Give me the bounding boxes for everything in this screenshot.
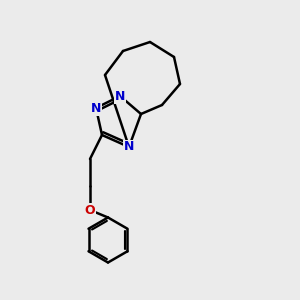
Text: N: N	[115, 89, 125, 103]
Text: N: N	[91, 101, 101, 115]
Text: N: N	[124, 140, 134, 154]
Text: O: O	[85, 203, 95, 217]
